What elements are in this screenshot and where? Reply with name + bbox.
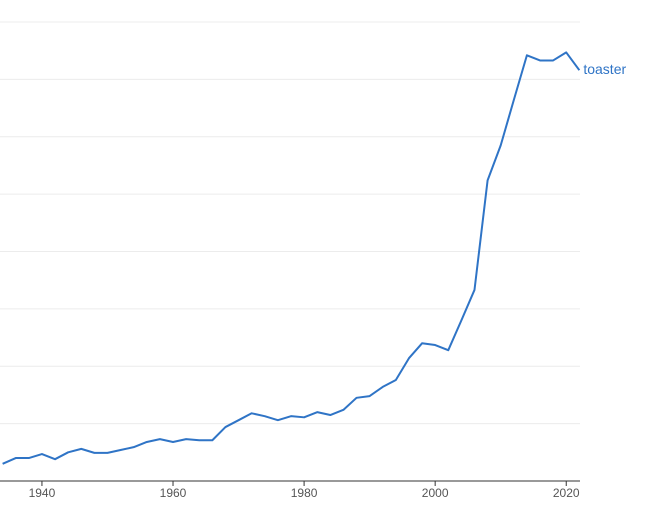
series-label: toaster bbox=[583, 61, 626, 77]
x-tick-label: 1980 bbox=[291, 486, 318, 500]
x-tick-label: 1940 bbox=[29, 486, 56, 500]
x-tick-label: 2000 bbox=[422, 486, 449, 500]
x-tick-label: 2020 bbox=[553, 486, 580, 500]
x-tick-label: 1960 bbox=[160, 486, 187, 500]
series-line bbox=[2, 51, 581, 465]
